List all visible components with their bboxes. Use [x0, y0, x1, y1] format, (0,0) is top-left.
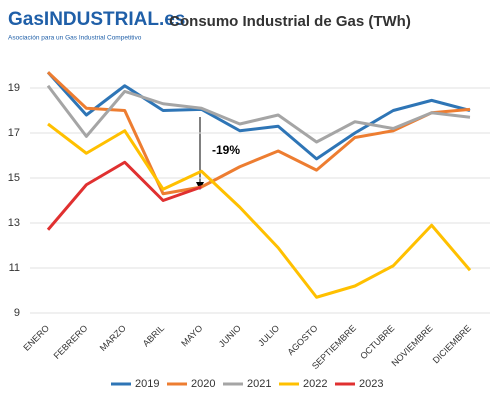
x-tick-label: ABRIL: [141, 323, 166, 348]
logo-tagline: Asociación para un Gas Industrial Compet…: [8, 35, 142, 42]
y-tick-label: 11: [9, 262, 20, 274]
y-tick-label: 13: [8, 217, 20, 229]
y-tick-label: 9: [14, 307, 20, 319]
legend-label: 2022: [303, 378, 327, 390]
series-line: [47, 122, 472, 299]
y-tick-label: 19: [8, 82, 20, 94]
x-tick-label: ENERO: [21, 323, 51, 353]
legend-label: 2020: [191, 378, 215, 390]
annotation: -19%: [212, 143, 240, 157]
logo-name: GasINDUSTRIAL.es: [8, 9, 185, 30]
x-tick-label: JULIO: [256, 323, 281, 348]
x-tick-label: NOVIEMBRE: [389, 323, 434, 368]
series-line: [46, 71, 471, 161]
series-line: [46, 71, 471, 196]
x-tick-label: MAYO: [179, 323, 204, 348]
x-tick-label: FEBRERO: [52, 323, 90, 361]
series-line: [46, 160, 202, 231]
chart-title: Consumo Industrial de Gas (TWh): [169, 13, 411, 30]
x-tick-label: DICIEMBRE: [431, 323, 473, 365]
x-tick-label: MARZO: [98, 323, 128, 353]
x-tick-label: OCTUBRE: [358, 323, 396, 361]
legend-label: 2019: [135, 378, 159, 390]
x-tick-label: AGOSTO: [285, 323, 319, 357]
y-tick-label: 17: [8, 127, 20, 139]
legend-label: 2021: [247, 378, 271, 390]
y-tick-label: 15: [8, 172, 20, 184]
x-tick-label: JUNIO: [217, 323, 243, 349]
legend-label: 2023: [359, 378, 383, 390]
series-line: [46, 84, 471, 144]
